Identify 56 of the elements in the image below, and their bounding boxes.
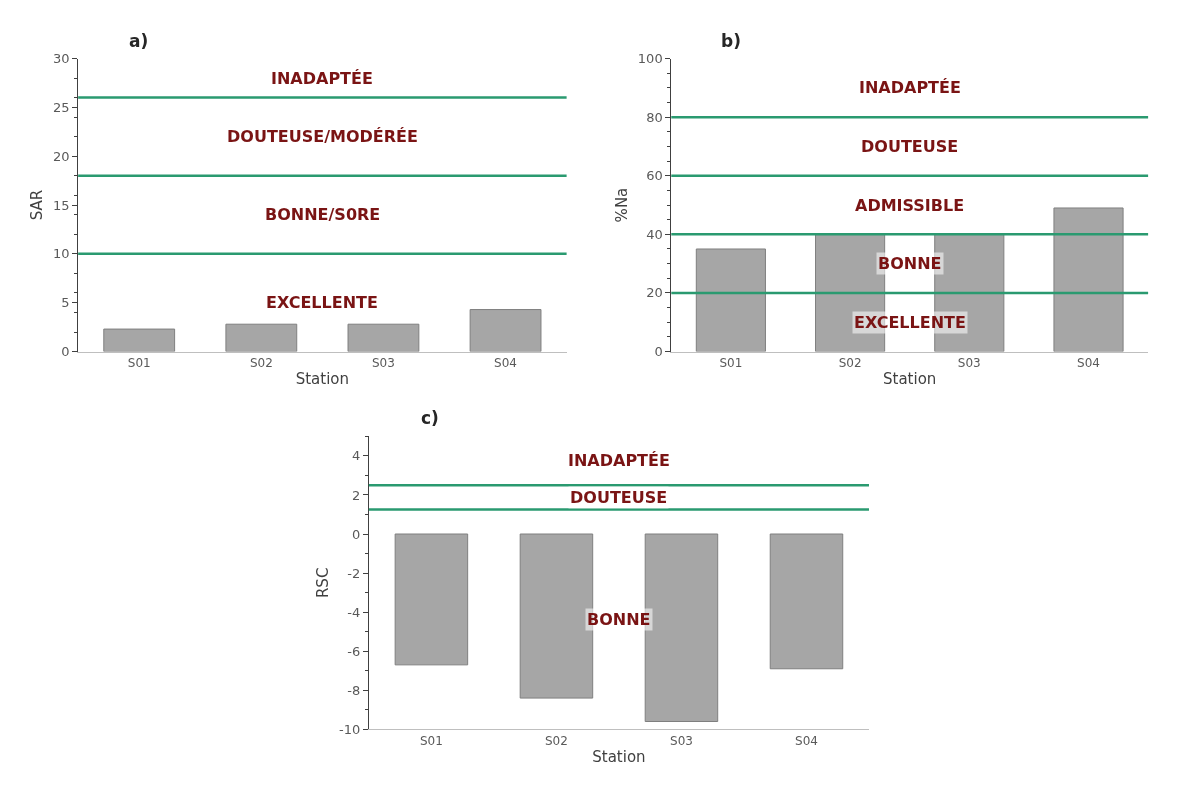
annotation: DOUTEUSE bbox=[570, 488, 668, 507]
y-tick-label: 10 bbox=[53, 246, 70, 262]
y-tick-label: -10 bbox=[339, 721, 361, 737]
x-tick-label: S04 bbox=[494, 355, 517, 370]
x-tick-label: S04 bbox=[1077, 355, 1100, 370]
annotation: EXCELLENTE bbox=[266, 293, 378, 312]
y-tick-label: 5 bbox=[61, 295, 70, 311]
y-tick-label: 0 bbox=[61, 344, 70, 360]
y-tick-label: 20 bbox=[646, 285, 663, 301]
y-tick-label: 80 bbox=[646, 109, 663, 125]
y-tick-label: -4 bbox=[347, 604, 361, 620]
y-tick-label: 4 bbox=[352, 448, 361, 464]
annotation: BONNE bbox=[587, 610, 651, 629]
x-tick-label: S02 bbox=[838, 355, 862, 370]
y-tick-label: -8 bbox=[347, 682, 361, 698]
y-tick-label: 40 bbox=[646, 226, 663, 242]
chart-title: a) bbox=[129, 31, 149, 51]
y-tick-label: 20 bbox=[53, 148, 70, 164]
x-tick-label: S01 bbox=[419, 733, 443, 748]
y-tick-label: 100 bbox=[637, 51, 663, 67]
x-axis-title: Station bbox=[883, 369, 937, 388]
x-tick-label: S03 bbox=[371, 355, 395, 370]
y-tick-label: -6 bbox=[347, 643, 361, 659]
y-tick-label: -2 bbox=[347, 565, 361, 581]
x-axis-title: Station bbox=[295, 369, 350, 388]
x-tick-label: S02 bbox=[544, 733, 568, 748]
y-tick-label: 0 bbox=[654, 344, 663, 360]
annotation: INADAPTÉE bbox=[271, 69, 373, 88]
x-tick-label: S02 bbox=[249, 355, 273, 370]
y-tick-label: 25 bbox=[53, 99, 70, 115]
x-tick-label: S03 bbox=[957, 355, 981, 370]
annotation: BONNE bbox=[878, 254, 942, 273]
bar bbox=[695, 248, 766, 352]
bar bbox=[1053, 207, 1124, 352]
x-tick-label: S04 bbox=[795, 733, 818, 748]
x-tick-label: S01 bbox=[127, 355, 151, 370]
y-tick-label: 0 bbox=[352, 526, 361, 542]
y-tick-label: 15 bbox=[53, 197, 70, 213]
annotation: EXCELLENTE bbox=[854, 313, 966, 332]
annotation: BONNE/S0RE bbox=[265, 205, 381, 224]
y-axis-title: SAR bbox=[28, 189, 47, 221]
annotation: ADMISSIBLE bbox=[855, 196, 965, 215]
x-tick-label: S03 bbox=[670, 733, 693, 748]
y-tick-label: 30 bbox=[53, 51, 70, 67]
x-axis-title: Station bbox=[592, 747, 646, 766]
y-tick-label: 2 bbox=[352, 487, 361, 503]
y-axis-title: RSC bbox=[314, 567, 333, 599]
y-tick-label: 60 bbox=[646, 168, 663, 184]
x-tick-label: S01 bbox=[719, 355, 743, 370]
annotation: DOUTEUSE/MODÉRÉE bbox=[227, 127, 418, 146]
y-axis-title: %Na bbox=[613, 187, 632, 223]
annotation: DOUTEUSE bbox=[861, 137, 959, 156]
chart-title: c) bbox=[421, 408, 439, 428]
annotation: INADAPTÉE bbox=[859, 78, 961, 97]
chart-title: b) bbox=[721, 31, 741, 51]
annotation: INADAPTÉE bbox=[568, 451, 670, 470]
